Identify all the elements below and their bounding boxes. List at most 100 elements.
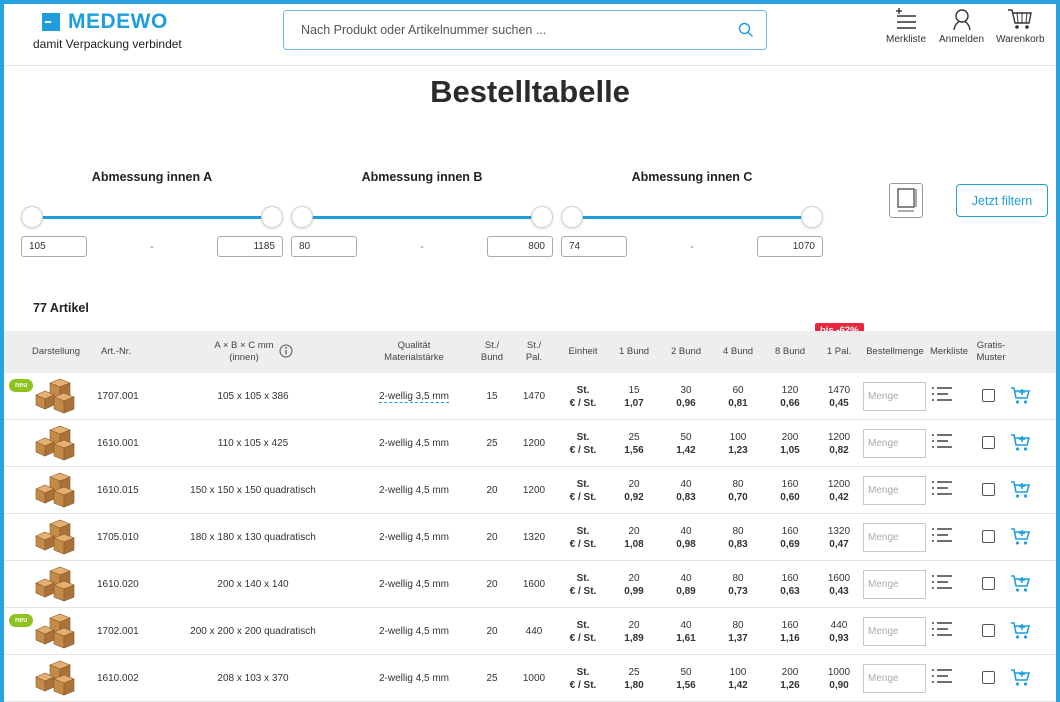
quantity-input[interactable]: Menge	[863, 664, 926, 693]
product-image[interactable]	[32, 469, 78, 509]
add-to-list-icon[interactable]	[931, 480, 953, 498]
sample-checkbox[interactable]	[982, 624, 995, 637]
dimensions: 180 x 180 x 130 quadratisch	[190, 532, 316, 543]
range-slider[interactable]	[21, 206, 283, 230]
max-input[interactable]: 1070	[756, 236, 823, 257]
table-row: neu 1702.001 200 x 200 x 200 quadratisch…	[4, 608, 1056, 655]
price-4-bund: 80 0,83	[718, 525, 758, 551]
add-to-cart-icon[interactable]	[1010, 386, 1030, 405]
col-merkliste: Merkliste	[929, 346, 968, 357]
article-number[interactable]: 1610.002	[97, 673, 139, 684]
article-number[interactable]: 1707.001	[97, 391, 139, 402]
quality[interactable]: 2-wellig 4,5 mm	[374, 579, 454, 590]
login-link[interactable]: Anmelden	[939, 8, 984, 45]
quantity-input[interactable]: Menge	[863, 570, 926, 599]
price-4-bund: 60 0,81	[718, 384, 758, 410]
slider-min-handle[interactable]	[291, 206, 313, 228]
add-to-cart-icon[interactable]	[1010, 433, 1030, 452]
pieces-per-pallet: 1470	[522, 391, 546, 402]
price-value: 0,47	[829, 539, 849, 550]
min-input[interactable]: 74	[561, 236, 627, 257]
price-2-bund: 40 0,98	[666, 525, 706, 551]
quality[interactable]: 2-wellig 4,5 mm	[374, 532, 454, 543]
sample-checkbox[interactable]	[982, 436, 995, 449]
slider-min-handle[interactable]	[21, 206, 43, 228]
quality[interactable]: 2-wellig 4,5 mm	[374, 438, 454, 449]
quality[interactable]: 2-wellig 3,5 mm	[374, 391, 454, 403]
article-number[interactable]: 1610.020	[97, 579, 139, 590]
sample-checkbox[interactable]	[982, 530, 995, 543]
quantity-input[interactable]: Menge	[863, 617, 926, 646]
add-to-list-icon[interactable]	[931, 527, 953, 545]
add-to-list-icon[interactable]	[931, 668, 953, 686]
max-input[interactable]: 800	[486, 236, 553, 257]
add-to-cart-icon[interactable]	[1010, 527, 1030, 546]
sample-checkbox[interactable]	[982, 671, 995, 684]
quantity-input[interactable]: Menge	[863, 382, 926, 411]
add-to-list-icon[interactable]	[931, 574, 953, 592]
unit: St. € / St.	[563, 384, 603, 410]
dimensions: 208 x 103 x 370	[217, 673, 289, 684]
article-number[interactable]: 1705.010	[97, 532, 139, 543]
search-icon[interactable]	[726, 11, 766, 49]
info-icon[interactable]	[279, 344, 293, 358]
add-to-cart-icon[interactable]	[1010, 621, 1030, 640]
max-input[interactable]: 1185	[216, 236, 283, 257]
unit-top: St.	[576, 385, 590, 396]
qty-value: 80	[732, 573, 744, 584]
price-value: 0,60	[780, 492, 800, 503]
price-value: 0,96	[676, 398, 696, 409]
filter-dimension-a: Abmessung innen A 105 - 1185	[21, 170, 283, 257]
price-value: 0,89	[676, 586, 696, 597]
article-number[interactable]: 1702.001	[97, 626, 139, 637]
sample-checkbox[interactable]	[982, 577, 995, 590]
price-1-pal: 1600 0,43	[819, 572, 859, 598]
logo[interactable]: MEDEWO damit Verpackung verbindet	[33, 10, 182, 51]
merkliste-link[interactable]: Merkliste	[886, 8, 926, 45]
sample-checkbox[interactable]	[982, 389, 995, 402]
article-number[interactable]: 1610.001	[97, 438, 139, 449]
quality[interactable]: 2-wellig 4,5 mm	[374, 485, 454, 496]
price-value: 1,37	[728, 633, 748, 644]
filter-button[interactable]: Jetzt filtern	[956, 184, 1048, 217]
product-image[interactable]	[32, 563, 78, 603]
dimensions: 110 x 105 x 425	[217, 438, 289, 449]
dimension-diagram-icon[interactable]	[889, 183, 923, 218]
slider-max-handle[interactable]	[261, 206, 283, 228]
quantity-input[interactable]: Menge	[863, 429, 926, 458]
min-input[interactable]: 80	[291, 236, 357, 257]
product-image[interactable]	[32, 657, 78, 697]
product-image[interactable]	[32, 375, 78, 415]
add-to-list-icon[interactable]	[931, 386, 953, 404]
add-to-cart-icon[interactable]	[1010, 668, 1030, 687]
slider-max-handle[interactable]	[801, 206, 823, 228]
quantity-input[interactable]: Menge	[863, 523, 926, 552]
min-input[interactable]: 105	[21, 236, 87, 257]
product-image[interactable]	[32, 422, 78, 462]
add-to-list-icon[interactable]	[931, 621, 953, 639]
pieces-per-pallet: 1600	[522, 579, 546, 590]
range-slider[interactable]	[291, 206, 553, 230]
article-number[interactable]: 1610.015	[97, 485, 139, 496]
quantity-input[interactable]: Menge	[863, 476, 926, 505]
slider-max-handle[interactable]	[531, 206, 553, 228]
sample-checkbox[interactable]	[982, 483, 995, 496]
price-value: 0,93	[829, 633, 849, 644]
price-2-bund: 50 1,56	[666, 666, 706, 692]
add-to-cart-icon[interactable]	[1010, 574, 1030, 593]
add-to-cart-icon[interactable]	[1010, 480, 1030, 499]
search-input[interactable]: Nach Produkt oder Artikelnummer suchen .…	[283, 10, 767, 50]
price-1-pal: 1000 0,90	[819, 666, 859, 692]
cart-link[interactable]: Warenkorb	[996, 8, 1045, 45]
add-to-list-icon[interactable]	[931, 433, 953, 451]
product-image[interactable]	[32, 516, 78, 556]
slider-min-handle[interactable]	[561, 206, 583, 228]
quality[interactable]: 2-wellig 4,5 mm	[374, 673, 454, 684]
table-header: Darstellung Art.-Nr. A × B × C mm (innen…	[4, 331, 1056, 373]
price-value: 1,05	[780, 445, 800, 456]
range-slider[interactable]	[561, 206, 823, 230]
col-artnr: Art.-Nr.	[101, 346, 132, 357]
quality[interactable]: 2-wellig 4,5 mm	[374, 626, 454, 637]
product-image[interactable]	[32, 610, 78, 650]
price-8-bund: 200 1,26	[770, 666, 810, 692]
